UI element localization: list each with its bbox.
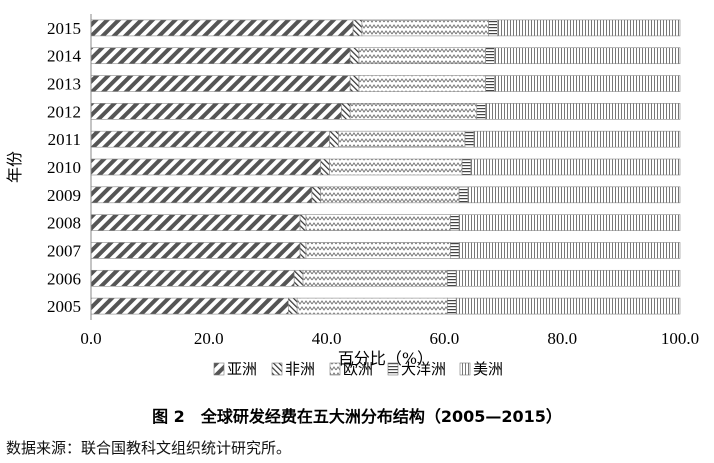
bar-2014-series-3 <box>485 47 495 65</box>
bar-2013-series-1 <box>349 75 360 92</box>
bar-2007-series-1 <box>299 242 307 259</box>
x-tick-label: 40.0 <box>312 329 342 348</box>
legend-swatch-3 <box>387 362 399 376</box>
bar-2011-series-2 <box>338 130 466 148</box>
bar-2014-series-1 <box>349 47 360 65</box>
bar-2009-series-2 <box>320 186 460 204</box>
bar-2012-series-2 <box>349 103 478 120</box>
y-tick-label: 2012 <box>47 102 81 121</box>
legend-label: 非洲 <box>285 360 315 378</box>
bar-2015-series-2 <box>361 19 489 37</box>
bar-2007-series-4 <box>458 242 681 259</box>
y-tick-label: 2005 <box>47 297 81 316</box>
x-tick-label: 60.0 <box>430 329 460 348</box>
y-tick-label: 2010 <box>47 158 81 177</box>
legend-label: 大洋洲 <box>401 360 446 378</box>
bar-2015-series-1 <box>352 19 363 37</box>
y-tick-label: 2007 <box>47 241 82 260</box>
y-tick-label: 2006 <box>47 269 81 288</box>
bar-2008-series-1 <box>299 214 307 231</box>
source-note: 数据来源：联合国教科文组织统计研究所。 <box>6 439 292 457</box>
bar-2011-series-1 <box>329 130 339 148</box>
x-axis-title: 百分比（%） <box>338 349 433 368</box>
x-tick-label: 80.0 <box>547 329 577 348</box>
legend-label: 亚洲 <box>227 360 257 378</box>
bar-2014-series-0 <box>90 47 351 65</box>
bar-2009-series-4 <box>467 186 681 204</box>
bar-2006-series-2 <box>302 269 448 287</box>
bar-2005-series-2 <box>296 297 448 315</box>
legend-label: 欧洲 <box>343 360 373 378</box>
bar-2005-series-0 <box>90 297 289 315</box>
bar-2013-series-0 <box>90 75 351 92</box>
y-tick-label: 2015 <box>47 19 81 38</box>
bar-2014-series-4 <box>494 47 681 65</box>
bar-2009-series-3 <box>458 186 469 204</box>
bar-2009-series-1 <box>311 186 322 204</box>
bars-group <box>90 19 681 315</box>
bar-2012-series-1 <box>341 103 351 120</box>
legend-swatch-1 <box>271 362 283 376</box>
x-tick-label: 20.0 <box>194 329 224 348</box>
bar-2007-series-3 <box>449 242 460 259</box>
legend-swatch-0 <box>213 362 225 376</box>
y-tick-label: 2008 <box>47 214 81 233</box>
stacked-bar-chart: 2015 2014 2013 2012 2011 2010 2009 2008 2007 2006… <box>5 14 699 378</box>
bar-2015-series-0 <box>90 19 354 37</box>
bar-2005-series-3 <box>447 297 457 315</box>
bar-2006-series-4 <box>455 269 681 287</box>
bar-2005-series-1 <box>288 297 298 315</box>
legend-label: 美洲 <box>473 360 503 378</box>
bar-2010-series-3 <box>461 158 472 176</box>
bar-2012-series-4 <box>485 103 681 120</box>
y-axis-title: 年份 <box>5 151 24 183</box>
x-tick-label: 0.0 <box>80 329 101 348</box>
y-tick-labels: 2015 2014 2013 2012 2011 2010 2009 2008 2007 2006… <box>47 19 82 316</box>
bar-2010-series-2 <box>329 158 463 176</box>
bar-2008-series-2 <box>305 214 451 231</box>
y-tick-label: 2013 <box>47 75 81 94</box>
bar-2011-series-0 <box>90 130 330 148</box>
bar-2009-series-0 <box>90 186 313 204</box>
y-tick-label: 2011 <box>48 130 81 149</box>
legend: 亚洲 非洲 欧洲 大洋洲 美洲 <box>213 360 503 378</box>
figure-caption: 图 2 全球研发经费在五大洲分布结构（2005—2015） <box>152 407 562 426</box>
bar-2008-series-0 <box>90 214 301 231</box>
bar-2013-series-2 <box>358 75 486 92</box>
bar-2012-series-0 <box>90 103 342 120</box>
bar-2006-series-1 <box>293 269 304 287</box>
bar-2007-series-2 <box>305 242 451 259</box>
bar-2013-series-3 <box>485 75 495 92</box>
bar-2015-series-3 <box>488 19 498 37</box>
x-tick-label: 100.0 <box>661 329 699 348</box>
bar-2005-series-4 <box>455 297 681 315</box>
legend-swatch-4 <box>459 362 471 376</box>
bar-2012-series-3 <box>476 103 486 120</box>
bar-2007-series-0 <box>90 242 301 259</box>
legend-swatch-2 <box>329 362 341 376</box>
y-tick-label: 2009 <box>47 186 81 205</box>
bar-2006-series-0 <box>90 269 295 287</box>
bar-2010-series-4 <box>470 158 681 176</box>
bar-2008-series-3 <box>449 214 460 231</box>
bar-2013-series-4 <box>494 75 681 92</box>
bar-2011-series-4 <box>473 130 681 148</box>
bar-2014-series-2 <box>358 47 486 65</box>
bar-2010-series-0 <box>90 158 322 176</box>
bar-2010-series-1 <box>320 158 330 176</box>
y-tick-label: 2014 <box>47 47 82 66</box>
bar-2008-series-4 <box>458 214 681 231</box>
bar-2006-series-3 <box>447 269 457 287</box>
x-tick-labels: 0.0 20.0 40.0 60.0 80.0 100.0 <box>80 329 699 348</box>
bar-2015-series-4 <box>497 19 681 37</box>
bar-2011-series-3 <box>464 130 475 148</box>
